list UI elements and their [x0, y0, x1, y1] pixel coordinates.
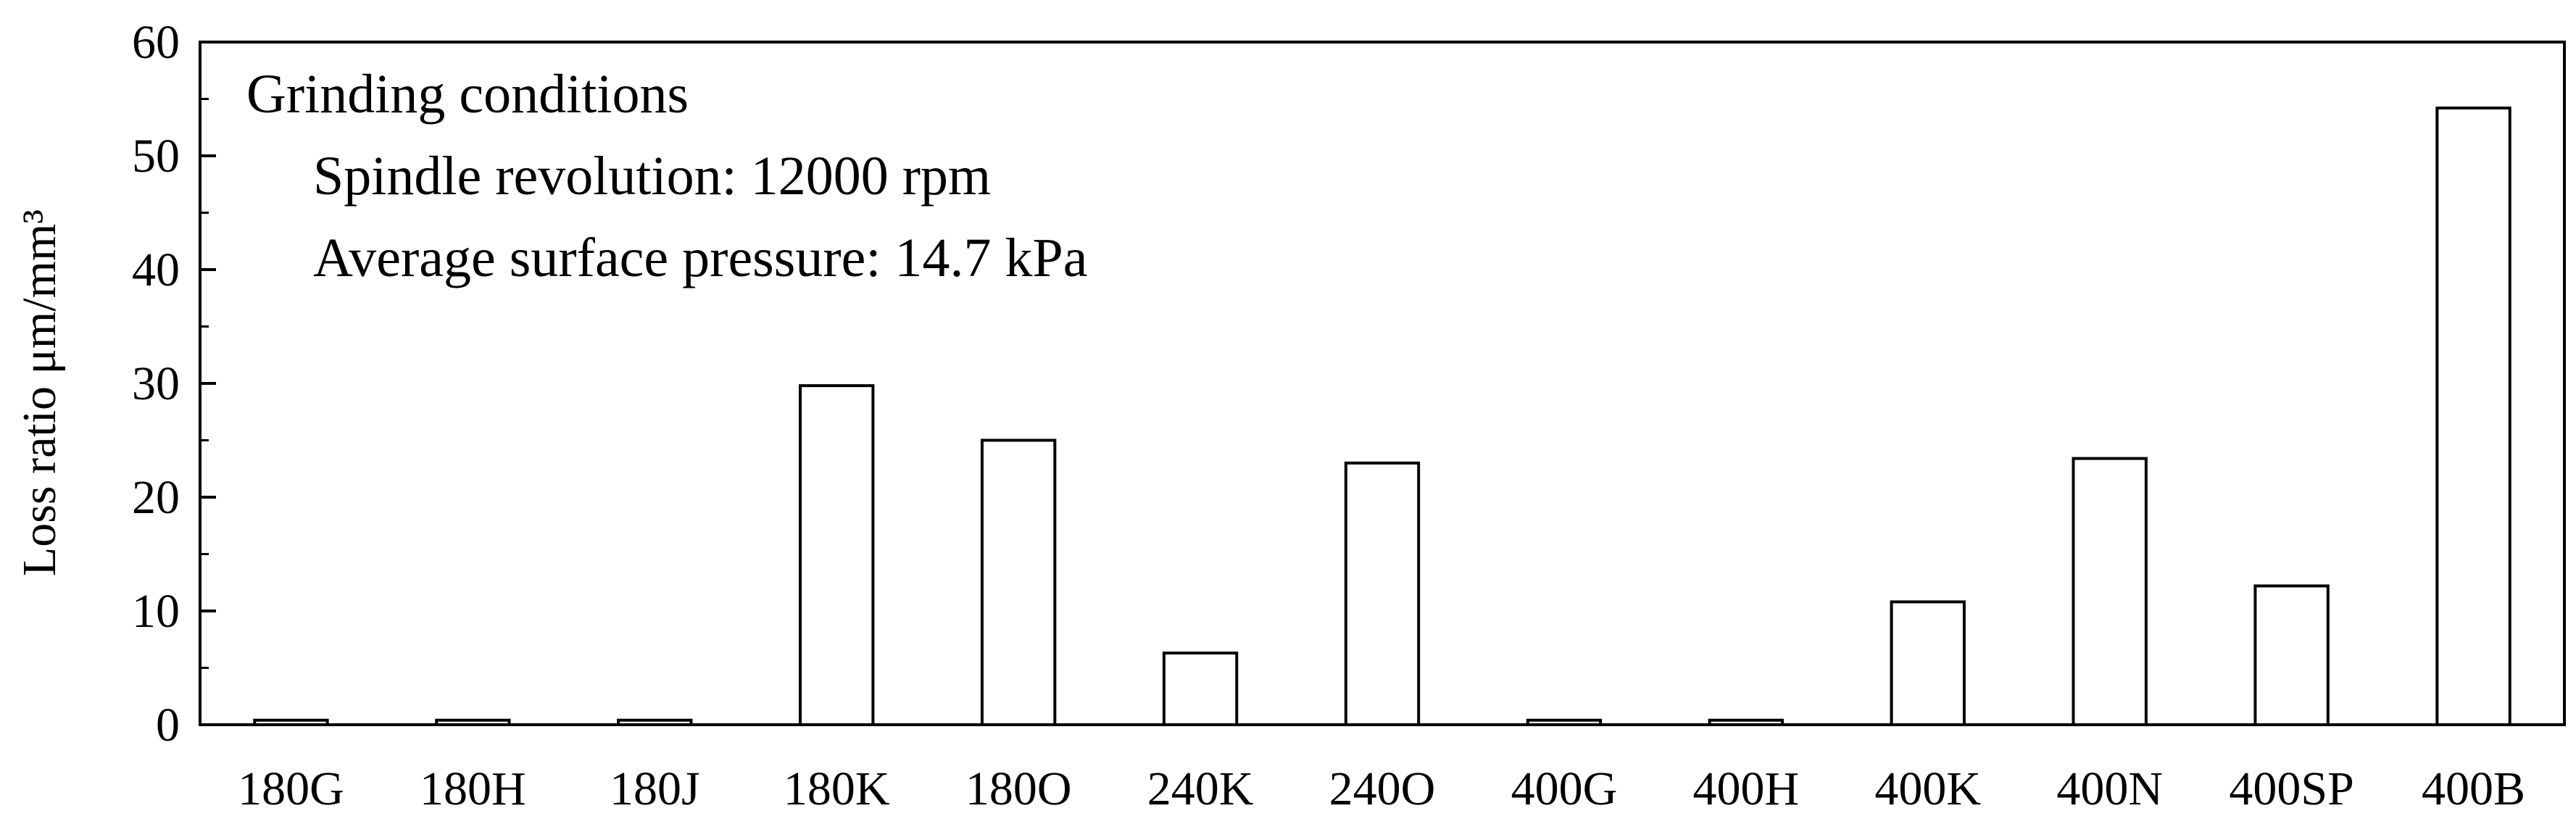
- bar-180H: [435, 718, 511, 726]
- x-tick-label-180J: 180J: [610, 762, 700, 815]
- bar-400K: [1890, 600, 1966, 726]
- x-tick-label-400B: 400B: [2422, 762, 2525, 815]
- annotation-line-spindle: Spindle revolution: 12000 rpm: [313, 146, 991, 207]
- bar-400SP: [2253, 584, 2330, 727]
- annotation-box: Grinding conditions Spindle revolution: …: [246, 64, 1088, 288]
- x-tick-label-180G: 180G: [238, 762, 344, 815]
- bar-400B: [2435, 107, 2511, 726]
- bar-400G: [1526, 718, 1603, 726]
- bar-400H: [1708, 718, 1784, 726]
- x-tick-label-180K: 180K: [784, 762, 890, 815]
- x-tick-label-400K: 400K: [1874, 762, 1981, 815]
- x-tick-label-240O: 240O: [1329, 762, 1436, 815]
- bar-400N: [2072, 457, 2148, 726]
- y-tick-label-0: 0: [156, 699, 180, 752]
- x-tick-label-400G: 400G: [1511, 762, 1618, 815]
- y-tick-label-20: 20: [132, 471, 180, 524]
- x-tick-label-240K: 240K: [1147, 762, 1254, 815]
- bar-180O: [980, 438, 1057, 726]
- y-tick-label-30: 30: [132, 357, 180, 410]
- x-tick-label-180O: 180O: [965, 762, 1072, 815]
- y-tick-label-60: 60: [132, 16, 180, 69]
- x-tick-label-400SP: 400SP: [2229, 762, 2353, 815]
- y-tick-label-50: 50: [132, 130, 180, 183]
- plot-area: 0 10 20 30 40 50 60 180G 180H 180J 180K 180O 240K 240…: [132, 16, 2566, 815]
- bar-180K: [799, 384, 875, 726]
- bar-240O: [1344, 461, 1421, 727]
- bar-240K: [1162, 652, 1239, 727]
- bar-180G: [253, 718, 329, 726]
- y-tick-label-40: 40: [132, 244, 180, 296]
- x-tick-label-400H: 400H: [1693, 762, 1800, 815]
- annotation-line-pressure: Average surface pressure: 14.7 kPa: [313, 228, 1088, 288]
- y-tick-label-10: 10: [132, 585, 180, 638]
- bar-180J: [617, 718, 693, 726]
- x-tick-label-180H: 180H: [420, 762, 526, 815]
- annotation-heading: Grinding conditions: [246, 64, 689, 125]
- x-tick-label-400N: 400N: [2056, 762, 2163, 815]
- y-axis-label: Loss ratio μm/mm³: [13, 209, 66, 576]
